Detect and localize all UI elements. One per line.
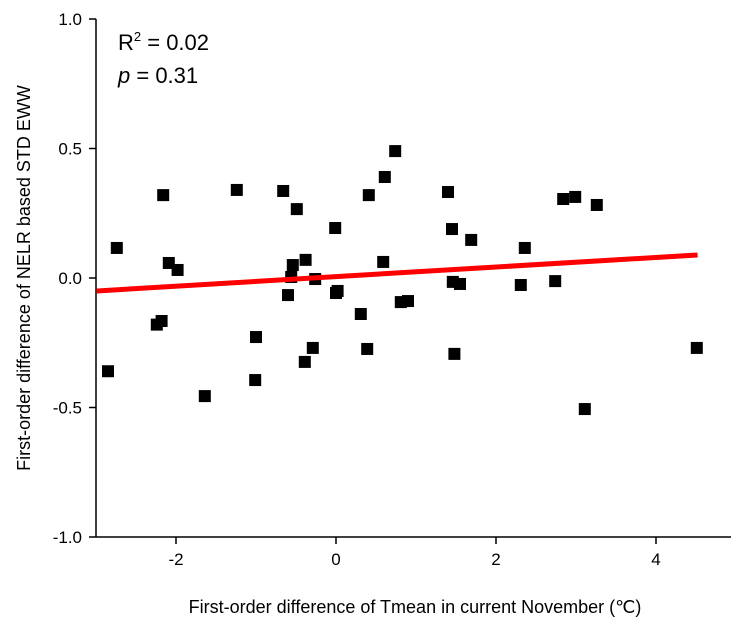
point — [448, 347, 461, 360]
point — [362, 189, 375, 202]
point — [286, 259, 299, 272]
point — [298, 355, 311, 368]
y-axis-title: First-order difference of NELR based STD… — [14, 85, 34, 471]
point — [442, 186, 454, 199]
point — [299, 253, 312, 266]
point — [306, 341, 319, 354]
point — [518, 241, 531, 254]
point — [578, 403, 591, 416]
p-number: = 0.31 — [130, 63, 198, 88]
point — [377, 255, 390, 268]
y-tick-label: -1.0 — [53, 528, 82, 547]
point — [277, 184, 290, 197]
point — [155, 314, 168, 327]
x-tick-label: -2 — [168, 550, 183, 569]
point — [157, 189, 170, 202]
point — [171, 263, 184, 276]
p-label: p — [117, 63, 130, 88]
point — [230, 183, 243, 196]
point — [354, 308, 367, 321]
point — [361, 342, 374, 355]
point — [282, 289, 294, 302]
y-tick-label: -0.5 — [53, 399, 82, 418]
point — [446, 223, 458, 236]
x-tick-label: 4 — [651, 550, 660, 569]
point — [250, 331, 262, 344]
point — [690, 341, 703, 354]
point — [249, 374, 262, 387]
superscript: 2 — [134, 29, 141, 44]
x-axis-title: First-order difference of Tmean in curre… — [189, 597, 642, 617]
point — [389, 145, 402, 158]
point — [329, 222, 342, 235]
point — [590, 198, 603, 211]
p-value: p = 0.31 — [117, 63, 198, 88]
point — [569, 190, 582, 203]
fit-line — [96, 252, 698, 294]
point — [402, 295, 414, 308]
y-tick-label: 0.0 — [58, 269, 82, 288]
r-label: R — [118, 30, 134, 55]
point — [198, 390, 211, 403]
point — [331, 284, 344, 297]
x-tick-label: 0 — [331, 550, 340, 569]
r-value: = 0.02 — [141, 30, 209, 55]
point — [557, 193, 570, 206]
y-tick-label: 1.0 — [58, 10, 82, 29]
point — [102, 365, 114, 378]
point — [465, 233, 478, 246]
point — [454, 277, 466, 290]
point — [290, 203, 303, 216]
point — [514, 278, 527, 291]
point — [378, 170, 391, 183]
y-tick-label: 0.5 — [58, 140, 82, 159]
x-tick-label: 2 — [491, 550, 500, 569]
r-squared: R2 = 0.02 — [118, 29, 209, 55]
point — [110, 241, 123, 254]
point — [549, 275, 562, 288]
